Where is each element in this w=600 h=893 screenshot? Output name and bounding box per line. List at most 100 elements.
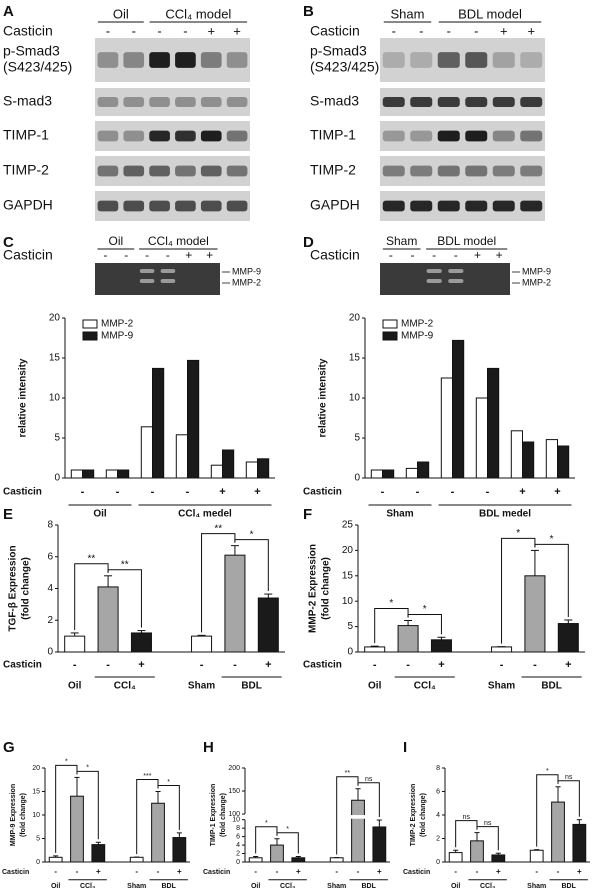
legend-swatch <box>82 331 98 341</box>
y-axis-label: (fold change) <box>20 793 27 837</box>
bar <box>222 449 235 479</box>
treatment-mark: - <box>476 867 479 876</box>
row-label: GAPDH <box>310 197 360 213</box>
bar <box>140 426 154 479</box>
row-label: (S423/425) <box>3 59 72 75</box>
treatment-mark: + <box>296 867 301 876</box>
treatment-mark: + <box>565 659 571 671</box>
significance-bracket <box>201 533 236 633</box>
blot-band <box>175 200 196 212</box>
group-label: BDL <box>361 883 376 890</box>
y-tick-label: 15 <box>342 570 354 581</box>
treatment-mark: - <box>103 248 107 262</box>
blot-band <box>465 130 488 142</box>
significance-label: ns <box>565 774 573 781</box>
treatment-mark: - <box>200 659 204 671</box>
blot-band <box>437 165 460 177</box>
bar <box>105 469 119 479</box>
y-axis-label: (fold change) <box>220 793 227 837</box>
row-label: TIMP-1 <box>310 127 356 143</box>
group-label: CCl₄ model <box>165 6 231 21</box>
bar <box>91 844 106 863</box>
bar <box>370 469 383 479</box>
blot-band <box>437 52 460 68</box>
group-label: Oil <box>68 681 82 692</box>
treatment-mark: - <box>381 486 385 498</box>
blot-band <box>492 165 515 177</box>
treatment-mark: + <box>474 248 481 262</box>
group-label: Sham <box>386 509 413 520</box>
significance-label: ns <box>463 814 471 821</box>
y-tick-label: 5 <box>354 433 360 444</box>
significance-bracket <box>107 569 142 628</box>
bar <box>129 856 144 863</box>
treatment-mark: + <box>519 486 525 498</box>
panel-letter: B <box>303 3 314 20</box>
significance-label: ** <box>214 523 222 534</box>
bar <box>510 430 523 479</box>
legend-swatch <box>82 319 98 329</box>
y-tick-label: 10 <box>349 393 361 404</box>
blot-band <box>149 200 170 212</box>
bar <box>82 469 95 479</box>
y-axis-label: TIMP-2 Expression <box>410 784 417 847</box>
bar <box>470 840 484 863</box>
treatment-mark: + <box>177 867 182 876</box>
blot-band <box>149 52 170 68</box>
y-tick-label: 10 <box>49 393 61 404</box>
bar <box>117 469 130 479</box>
significance-label: * <box>550 534 554 545</box>
legend-swatch <box>382 331 398 341</box>
treatment-mark: - <box>106 23 110 38</box>
bar <box>491 854 506 863</box>
bar <box>130 632 152 653</box>
treatment-label: Casticin <box>3 660 42 671</box>
treatment-label: Casticin <box>203 869 230 876</box>
group-label: CCl₄ <box>114 681 136 692</box>
treatment-mark: + <box>206 248 213 262</box>
bar <box>245 461 259 479</box>
panel-letter: F <box>303 506 312 523</box>
group-label: CCl₄ <box>80 883 95 890</box>
panel-letter: C <box>3 234 14 251</box>
group-label: CCl₄ medel <box>178 509 232 520</box>
legend-label: MMP-9 <box>401 331 434 342</box>
y-axis-label: (fold change) <box>21 557 32 620</box>
y-tick-label: 0 <box>436 859 440 866</box>
blot-band <box>492 96 515 108</box>
y-tick-label: 20 <box>342 545 354 556</box>
bar <box>524 575 546 653</box>
blot-band <box>520 130 543 142</box>
group-label: Oil <box>93 509 107 520</box>
treatment-label: Casticin <box>310 23 360 39</box>
group-label: Oil <box>251 883 260 890</box>
y-axis-label: (fold change) <box>321 557 332 620</box>
blot-band <box>492 52 515 68</box>
blot-band <box>149 130 170 142</box>
significance-label: *** <box>143 773 151 780</box>
blot-band <box>382 130 405 142</box>
treatment-label: Casticin <box>403 869 430 876</box>
significance-bracket <box>501 537 536 644</box>
y-tick-label: 2 <box>236 850 240 857</box>
significance-bracket <box>357 782 380 818</box>
bar <box>257 597 279 653</box>
blot-band <box>226 96 248 108</box>
blot-band <box>410 130 433 142</box>
bar <box>175 434 189 479</box>
blot-band <box>410 200 433 212</box>
group-label: Sham <box>327 883 346 890</box>
group-label: Sham <box>127 883 146 890</box>
treatment-mark: - <box>157 23 161 38</box>
significance-label: * <box>86 765 89 772</box>
significance-bracket <box>476 826 499 851</box>
y-tick-label: 20 <box>349 313 361 324</box>
bar <box>48 856 63 863</box>
treatment-mark: - <box>500 659 504 671</box>
gel-band <box>139 279 155 283</box>
gel-band <box>160 279 176 283</box>
y-tick-label: 6 <box>436 788 440 795</box>
treatment-mark: - <box>335 867 338 876</box>
treatment-mark: - <box>535 867 538 876</box>
blot-band <box>437 96 460 108</box>
